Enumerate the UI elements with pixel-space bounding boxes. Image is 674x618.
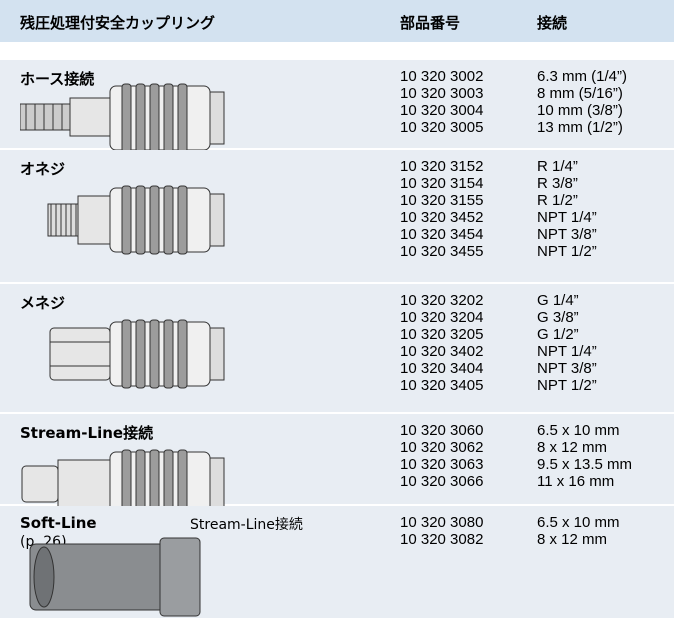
section-note: Stream-Line接続 (190, 517, 303, 533)
connection: G 1/2” (537, 326, 579, 343)
part-number: 10 320 3452 (400, 209, 484, 226)
product-image (47, 185, 225, 255)
connection: NPT 1/4” (537, 343, 597, 360)
connection: 9.5 x 13.5 mm (537, 456, 633, 473)
part-number: 10 320 3066 (400, 473, 484, 490)
title: 残圧処理付安全カップリング (20, 14, 216, 32)
section: Stream-Line接続 10 320 3060 6.5 x 10 mm 10 32… (0, 414, 674, 519)
connection: 6.5 x 10 mm (537, 422, 620, 439)
part-number: 10 320 3004 (400, 102, 484, 119)
connection: G 1/4” (537, 292, 579, 309)
part-number: 10 320 3003 (400, 85, 484, 102)
part-number: 10 320 3080 (400, 514, 484, 531)
connection: NPT 1/4” (537, 209, 597, 226)
connection: 8 x 12 mm (537, 439, 608, 456)
part-number: 10 320 3154 (400, 175, 484, 192)
connection: NPT 1/2” (537, 377, 597, 394)
connection: 8 mm (5/16”) (537, 85, 623, 102)
section-label: ホース接続 (20, 70, 95, 88)
connection: R 1/4” (537, 158, 578, 175)
part-number: 10 320 3060 (400, 422, 484, 439)
section-label: メネジ (20, 294, 66, 312)
section: ホース接続 10 320 3002 6.3 mm (1/4”) 10 320 3003… (0, 60, 674, 153)
section-label: Soft-Line (20, 514, 97, 532)
part-number: 10 320 3155 (400, 192, 484, 209)
product-image (20, 83, 225, 153)
part-number: 10 320 3152 (400, 158, 484, 175)
connection: NPT 1/2” (537, 243, 597, 260)
section: オネジ 10 320 3152 R 1/4” 10 320 3154 R 3/8” 10 … (0, 150, 674, 282)
part-number: 10 320 3204 (400, 309, 484, 326)
part-number: 10 320 3455 (400, 243, 484, 260)
connection: 11 x 16 mm (537, 473, 615, 490)
connection: NPT 3/8” (537, 360, 597, 377)
col-header: 部品番号 (400, 14, 461, 32)
part-number: 10 320 3205 (400, 326, 484, 343)
part-number: 10 320 3454 (400, 226, 484, 243)
part-number: 10 320 3405 (400, 377, 484, 394)
part-number: 10 320 3002 (400, 68, 484, 85)
section: Soft-Line (p. 26) Stream-Line接続 10 320 3080… (0, 506, 674, 618)
part-number: 10 320 3005 (400, 119, 484, 136)
header: 残圧処理付安全カップリング 部品番号 接続 (0, 0, 674, 42)
connection: NPT 3/8” (537, 226, 597, 243)
part-number: 10 320 3202 (400, 292, 484, 309)
connection: R 1/2” (537, 192, 578, 209)
connection: 8 x 12 mm (537, 531, 608, 548)
part-number: 10 320 3404 (400, 360, 484, 377)
connection: G 3/8” (537, 309, 579, 326)
part-number: 10 320 3402 (400, 343, 484, 360)
connection: R 3/8” (537, 175, 578, 192)
section: メネジ 10 320 3202 G 1/4” 10 320 3204 G 3/8” 10 … (0, 284, 674, 412)
section-label: オネジ (20, 160, 66, 178)
connection: 10 mm (3/8”) (537, 102, 623, 119)
product-image (29, 537, 201, 617)
connection: 6.3 mm (1/4”) (537, 68, 628, 85)
part-number: 10 320 3063 (400, 456, 484, 473)
section-label: Stream-Line接続 (20, 424, 154, 442)
connection: 13 mm (1/2”) (537, 119, 623, 136)
product-image (49, 319, 225, 389)
part-number: 10 320 3082 (400, 531, 484, 548)
connection: 6.5 x 10 mm (537, 514, 620, 531)
col-header: 接続 (537, 14, 568, 32)
part-number: 10 320 3062 (400, 439, 484, 456)
